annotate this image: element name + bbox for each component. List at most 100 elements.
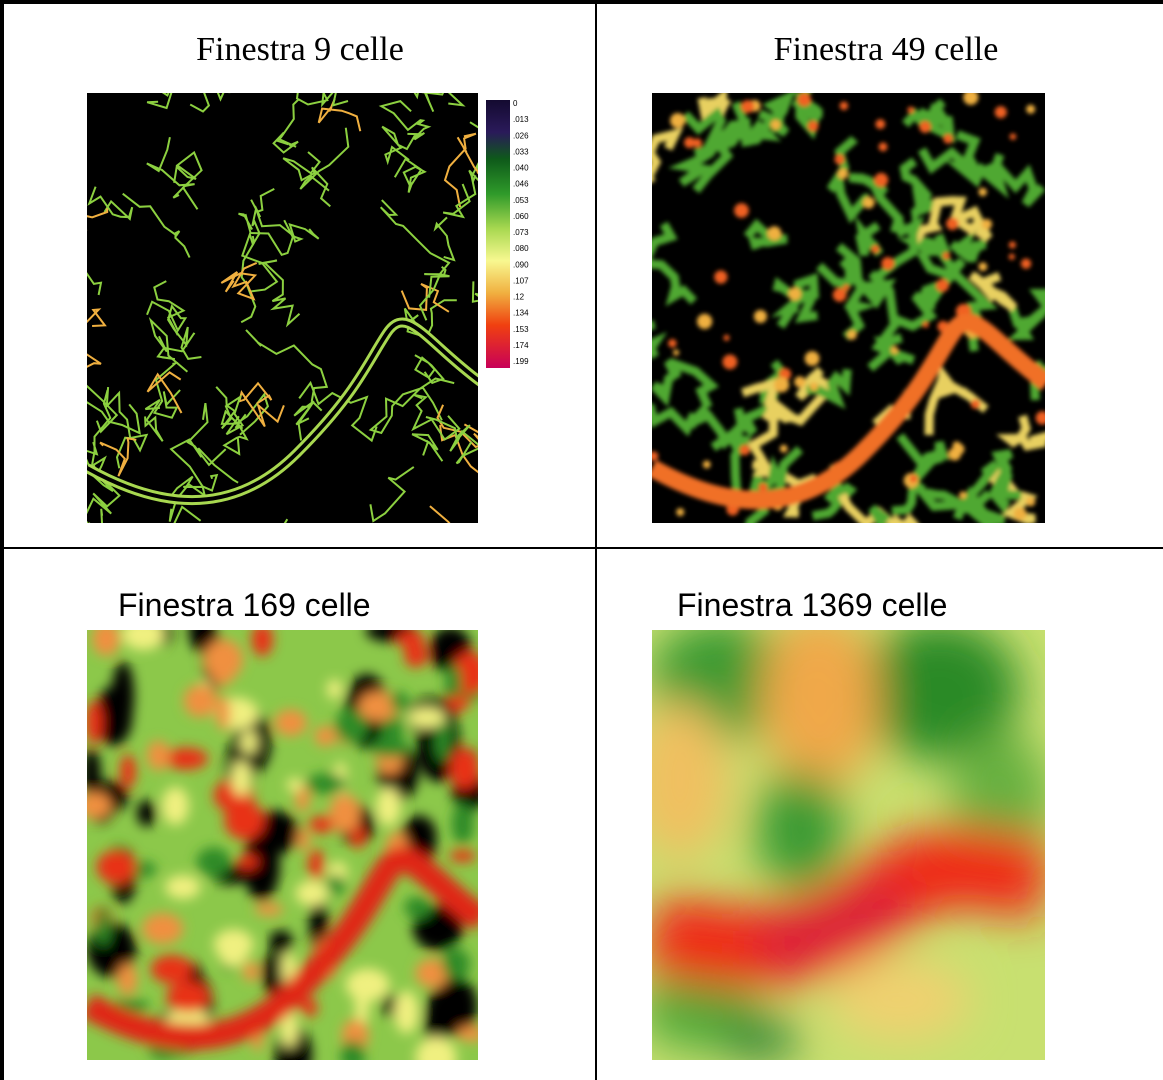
legend-label: .046 xyxy=(513,180,529,189)
value-patch xyxy=(449,850,476,862)
hotspot xyxy=(794,376,805,387)
hotspot xyxy=(881,257,894,270)
value-patch xyxy=(404,642,428,667)
hotspot xyxy=(1009,254,1015,260)
legend-label: .060 xyxy=(513,212,529,221)
map-panel-1 xyxy=(49,47,528,606)
value-patch xyxy=(252,623,273,656)
value-patch xyxy=(92,622,120,656)
hotspot xyxy=(1021,258,1031,268)
hotspot xyxy=(697,314,712,329)
contour-band xyxy=(632,325,655,357)
hotspot xyxy=(978,188,987,197)
value-patch xyxy=(376,788,401,826)
value-patch xyxy=(452,803,474,844)
hotspot xyxy=(754,310,767,323)
legend-label: .026 xyxy=(513,131,529,140)
value-patch xyxy=(309,816,335,833)
value-patch xyxy=(457,1026,486,1041)
legend-label: .12 xyxy=(513,293,525,302)
value-patch xyxy=(450,748,480,789)
panel-title: Finestra 169 celle xyxy=(118,587,371,623)
hotspot xyxy=(684,137,695,148)
hotspot xyxy=(910,475,918,483)
hotspot xyxy=(673,349,679,355)
value-patch xyxy=(216,696,230,731)
legend-label: 0 xyxy=(513,99,518,108)
hotspot xyxy=(943,134,953,144)
value-patch xyxy=(218,934,248,967)
value-patch xyxy=(210,653,235,686)
hotspot xyxy=(1010,133,1017,140)
legend-label: .153 xyxy=(513,325,529,334)
hotspot xyxy=(722,354,737,369)
hotspot xyxy=(948,448,961,461)
hotspot xyxy=(943,252,950,259)
hotspot xyxy=(891,346,899,354)
hotspot xyxy=(1036,411,1049,424)
legend-label: .033 xyxy=(513,147,529,156)
legend-label: .174 xyxy=(513,341,529,350)
value-patch xyxy=(446,664,462,697)
value-patch xyxy=(162,787,189,825)
value-patch xyxy=(231,760,250,796)
hotspot xyxy=(847,330,857,340)
hotspot xyxy=(676,508,684,516)
hotspot xyxy=(734,203,749,218)
hotspot xyxy=(875,119,885,129)
hotspot xyxy=(843,284,849,290)
hotspot xyxy=(740,445,751,456)
figure-page: 0.013.026.033.040.046.053.060.073.080.09… xyxy=(0,0,1163,1080)
legend: 0.013.026.033.040.046.053.060.073.080.09… xyxy=(513,99,529,366)
value-patch xyxy=(122,619,164,651)
legend-label: .107 xyxy=(513,276,529,285)
value-patch xyxy=(166,981,210,1013)
hotspot xyxy=(953,441,961,449)
hotspot xyxy=(649,451,659,461)
hotspot xyxy=(1026,497,1035,506)
value-patch xyxy=(390,692,409,711)
hotspot xyxy=(946,218,959,231)
value-patch xyxy=(314,726,336,746)
hotspot xyxy=(840,102,849,111)
dark-patch xyxy=(269,930,293,954)
value-patch xyxy=(165,748,209,770)
legend-label: .040 xyxy=(513,164,529,173)
value-patch xyxy=(96,850,136,884)
hotspot xyxy=(808,121,819,132)
value-patch xyxy=(78,792,111,818)
hotspot xyxy=(837,168,848,179)
hotspot xyxy=(767,226,781,240)
value-patch xyxy=(760,610,880,790)
legend-label: .090 xyxy=(513,260,529,269)
legend-colorbar xyxy=(486,100,510,368)
hotspot xyxy=(874,173,888,187)
value-patch xyxy=(255,903,283,915)
hotspot xyxy=(703,461,711,469)
value-patch xyxy=(85,701,102,745)
value-patch xyxy=(287,778,303,792)
value-patch xyxy=(308,849,324,880)
value-patch xyxy=(346,968,390,1001)
value-patch xyxy=(327,679,342,699)
hotspot xyxy=(771,120,781,130)
panel-title: Finestra 1369 celle xyxy=(677,587,947,623)
hotspot xyxy=(714,270,727,283)
value-patch xyxy=(184,685,217,718)
value-patch xyxy=(297,828,310,851)
hotspot xyxy=(936,279,949,292)
hotspot xyxy=(995,106,1007,118)
legend-label: .073 xyxy=(513,228,529,237)
hotspot xyxy=(863,197,875,209)
hotspot xyxy=(923,322,929,328)
value-patch xyxy=(720,1020,800,1060)
hotspot xyxy=(871,245,879,253)
figure: 0.013.026.033.040.046.053.060.073.080.09… xyxy=(0,0,1163,1080)
value-patch xyxy=(197,847,231,876)
hotspot xyxy=(668,339,677,348)
legend-label: .013 xyxy=(513,115,529,124)
legend-label: .134 xyxy=(513,309,529,318)
hotspot xyxy=(1013,507,1026,520)
map-panel-4 xyxy=(630,610,1050,1060)
hotspot xyxy=(774,377,789,392)
